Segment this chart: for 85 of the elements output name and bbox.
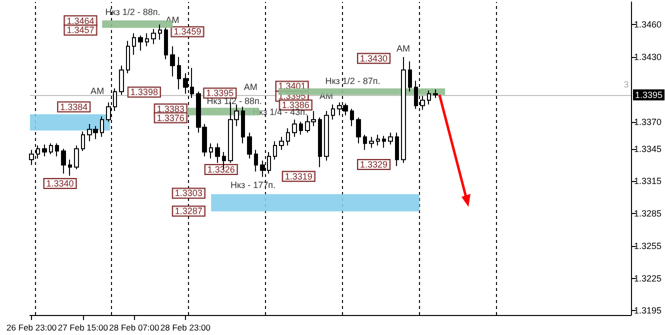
x-tick-label: 27 Feb 15:00 — [58, 322, 108, 332]
candlestick — [279, 136, 284, 150]
y-tick-label: 1.3285 — [634, 208, 662, 219]
candlestick — [215, 142, 220, 164]
annotation: 1.3386 — [282, 100, 310, 110]
candlestick — [388, 132, 393, 145]
candlestick — [318, 116, 322, 168]
candlestick — [138, 34, 143, 52]
annotation: 1.3326 — [207, 164, 235, 174]
candlestick — [350, 108, 354, 127]
annotation: 1.3401 — [278, 81, 306, 92]
y-tick-label: 1.3195 — [634, 306, 662, 316]
candlestick — [376, 134, 380, 146]
candlestick — [273, 140, 277, 160]
candlestick — [158, 24, 162, 40]
annotation: 1.3395 — [206, 88, 234, 98]
candlestick — [395, 132, 399, 167]
candlestick — [427, 90, 431, 106]
x-tick-label: 28 Feb 07:00 — [109, 322, 160, 332]
annotation: Нкз 1/2 - 87п. — [325, 76, 380, 86]
annotation: AM — [396, 44, 410, 54]
candlestick — [331, 104, 335, 120]
candlestick — [61, 148, 66, 174]
candlestick — [126, 40, 130, 74]
candlestick — [356, 116, 361, 144]
y-tick-label: 1.3370 — [634, 116, 662, 127]
candlestick — [164, 27, 168, 60]
candlestick — [401, 56, 406, 164]
candlestick — [100, 116, 104, 138]
candlestick — [299, 121, 303, 136]
candlestick — [408, 60, 412, 92]
candlestick — [286, 128, 290, 146]
annotation: 1.3303 — [174, 188, 202, 198]
candlestick — [151, 28, 156, 45]
candlestick — [241, 106, 245, 144]
candlestick — [81, 131, 85, 152]
candlestick — [382, 135, 386, 148]
annotation: AM — [90, 86, 104, 96]
annotation: 1.3287 — [174, 206, 202, 216]
candlestick — [324, 110, 329, 162]
candlestick — [363, 134, 367, 150]
annotation: 1.3376 — [156, 112, 184, 123]
y-tick-label: 1.3345 — [634, 144, 662, 154]
x-tick-label: 28 Feb 23:00 — [160, 322, 211, 332]
annotation: AM — [166, 14, 180, 25]
candlestick — [292, 119, 297, 138]
candlestick — [49, 142, 53, 155]
candlestick — [177, 56, 181, 90]
annotation: 1.3430 — [360, 53, 388, 64]
annotation: 1.3457 — [66, 25, 94, 36]
annotation: Нкз 1/2 - 88п. — [105, 7, 160, 18]
candlestick — [254, 149, 258, 172]
candlestick — [68, 159, 72, 176]
y-tick-label: 1.3460 — [634, 20, 662, 30]
annotation: Нкз 1/2 - 88п. — [206, 96, 262, 106]
y-tick-label: 1.3255 — [634, 240, 662, 251]
annotation: AM — [244, 82, 258, 92]
candlestick — [170, 46, 175, 77]
candlestick — [433, 88, 438, 99]
annotation: 1.3384 — [60, 102, 88, 112]
annotation: AM — [320, 91, 334, 102]
candlestick — [369, 136, 374, 148]
candlestick — [55, 142, 59, 157]
candlestick — [42, 144, 47, 157]
candlestick — [209, 142, 213, 159]
annotation: 1.3464 — [66, 16, 94, 26]
y-tick-label: 1.3430 — [634, 52, 662, 62]
candlestick — [119, 65, 124, 96]
candlestick — [132, 32, 136, 56]
candlestick — [247, 132, 252, 159]
y-tick-label: 1.3225 — [634, 273, 662, 284]
text: 1.3395 — [635, 90, 663, 100]
candlestick — [74, 145, 79, 170]
annotation: 1.3398 — [130, 87, 158, 98]
candlestick — [145, 32, 149, 47]
annotation: 1.3383 — [156, 104, 184, 114]
annotation: 3 — [624, 79, 629, 90]
annotation: 1.3329 — [360, 159, 388, 170]
annotation: 1.3319 — [284, 171, 312, 182]
x-tick-label: 26 Feb 23:00 — [6, 322, 57, 332]
ref-line-label: 1.3395 — [278, 91, 306, 102]
y-tick-label: 1.3315 — [634, 176, 662, 186]
annotation: 1.3340 — [46, 178, 74, 189]
annotation: Нкз - 177п. — [230, 180, 276, 190]
annotation: 1.3459 — [174, 26, 202, 37]
